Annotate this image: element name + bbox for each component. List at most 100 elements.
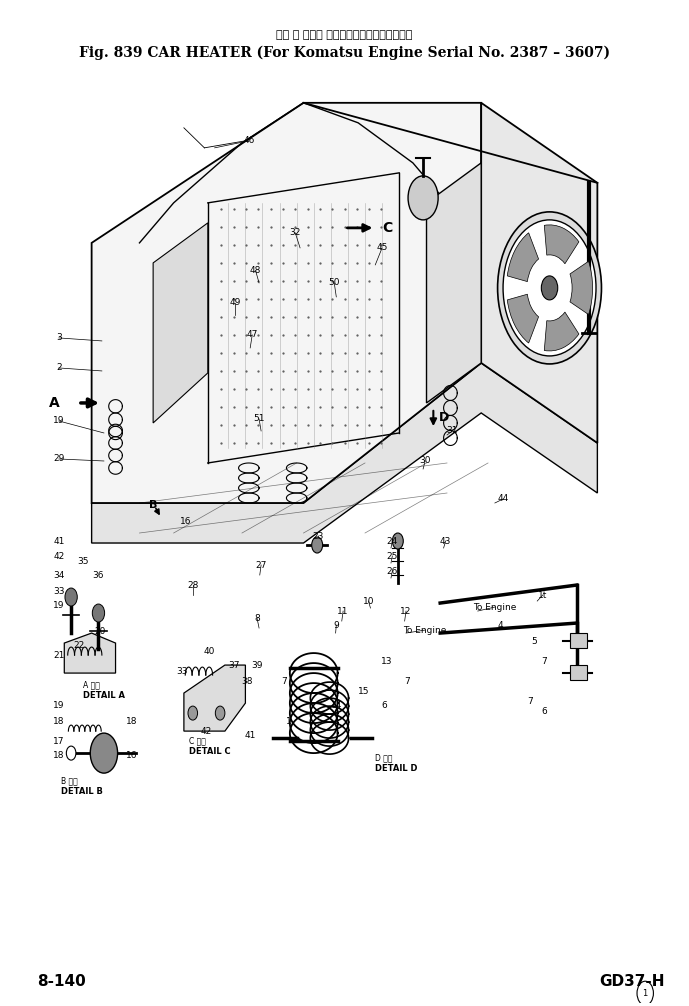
- Text: 26: 26: [387, 566, 398, 575]
- Text: 19: 19: [53, 601, 65, 610]
- Text: 7: 7: [528, 696, 533, 705]
- Polygon shape: [426, 163, 481, 403]
- Polygon shape: [92, 363, 597, 543]
- Text: D: D: [439, 411, 449, 425]
- Text: 8-140: 8-140: [37, 974, 85, 989]
- Text: 16: 16: [181, 516, 192, 525]
- Text: DETAIL A: DETAIL A: [83, 690, 125, 699]
- Text: 28: 28: [187, 580, 198, 590]
- Text: 42: 42: [200, 726, 212, 735]
- Text: 7: 7: [404, 677, 410, 685]
- Circle shape: [497, 212, 601, 364]
- Text: 33: 33: [53, 586, 65, 596]
- Text: 6: 6: [541, 706, 547, 715]
- Text: B 詳細: B 詳細: [61, 777, 78, 786]
- Wedge shape: [544, 225, 579, 264]
- Text: 22: 22: [74, 641, 85, 650]
- Text: 2: 2: [56, 363, 61, 372]
- Text: 34: 34: [53, 570, 65, 579]
- Text: 24: 24: [387, 536, 398, 545]
- Text: 13: 13: [381, 657, 393, 666]
- Text: 27: 27: [256, 560, 267, 569]
- Text: 23: 23: [313, 531, 325, 540]
- Text: 18: 18: [53, 750, 65, 760]
- Text: 21: 21: [53, 651, 65, 660]
- Circle shape: [66, 746, 76, 761]
- Circle shape: [311, 537, 322, 553]
- Wedge shape: [507, 232, 539, 282]
- Circle shape: [408, 176, 438, 220]
- Text: 46: 46: [243, 137, 254, 145]
- Text: 41: 41: [245, 730, 256, 739]
- Text: To Engine: To Engine: [404, 626, 447, 635]
- Wedge shape: [507, 294, 539, 343]
- Wedge shape: [544, 312, 579, 351]
- Text: To Engine: To Engine: [473, 603, 517, 612]
- Text: 48: 48: [250, 267, 261, 276]
- Text: 51: 51: [254, 414, 265, 424]
- Text: 15: 15: [358, 686, 369, 695]
- Polygon shape: [153, 223, 208, 423]
- Circle shape: [188, 706, 198, 720]
- Polygon shape: [570, 633, 587, 648]
- Text: 45: 45: [376, 243, 388, 253]
- Text: 49: 49: [229, 299, 241, 308]
- Polygon shape: [64, 633, 116, 673]
- Text: 14: 14: [331, 700, 342, 709]
- Text: DETAIL D: DETAIL D: [376, 764, 418, 773]
- Text: 4: 4: [497, 621, 503, 630]
- Text: 3: 3: [56, 333, 62, 342]
- Text: 6: 6: [381, 700, 387, 709]
- Text: 1: 1: [285, 716, 291, 725]
- Text: 20: 20: [94, 627, 105, 636]
- Text: DETAIL C: DETAIL C: [189, 746, 230, 756]
- Text: 7: 7: [541, 657, 547, 666]
- Circle shape: [542, 276, 557, 300]
- Text: B: B: [149, 500, 157, 510]
- Text: A: A: [49, 396, 59, 410]
- Polygon shape: [481, 103, 597, 443]
- Text: 1t: 1t: [538, 591, 547, 600]
- Circle shape: [216, 706, 225, 720]
- Text: 25: 25: [387, 551, 398, 560]
- Polygon shape: [184, 665, 245, 731]
- Text: GD37-H: GD37-H: [599, 974, 664, 989]
- Text: 42: 42: [53, 551, 65, 560]
- Text: 16: 16: [125, 750, 137, 760]
- Text: 11: 11: [338, 607, 349, 616]
- Text: 37: 37: [228, 661, 240, 670]
- Circle shape: [392, 533, 403, 549]
- Text: 10: 10: [362, 597, 374, 606]
- Text: C 詳細: C 詳細: [189, 736, 205, 745]
- Circle shape: [65, 589, 77, 606]
- Text: 12: 12: [400, 607, 412, 616]
- Circle shape: [90, 733, 118, 774]
- Text: 7: 7: [282, 677, 287, 685]
- Text: 50: 50: [329, 279, 340, 288]
- Text: 17: 17: [53, 736, 65, 745]
- Text: 31: 31: [446, 427, 458, 436]
- Text: 32: 32: [289, 228, 301, 237]
- Text: 35: 35: [78, 556, 89, 565]
- Text: 29: 29: [53, 455, 65, 464]
- Text: 43: 43: [440, 536, 451, 545]
- Text: 1: 1: [643, 989, 648, 998]
- Text: 5: 5: [532, 637, 537, 646]
- Circle shape: [503, 220, 596, 356]
- Text: 8: 8: [254, 614, 260, 623]
- Text: DETAIL B: DETAIL B: [61, 787, 103, 796]
- Text: 36: 36: [93, 570, 104, 579]
- Text: 18: 18: [125, 716, 137, 725]
- Wedge shape: [570, 262, 593, 315]
- Text: 33: 33: [176, 667, 187, 676]
- Circle shape: [92, 604, 105, 622]
- Text: 39: 39: [251, 661, 263, 670]
- Text: 9: 9: [333, 621, 339, 630]
- Polygon shape: [570, 665, 587, 680]
- Text: 18: 18: [53, 716, 65, 725]
- Text: カー ヒ ータ（ 小機エンジン用　適用号機：: カー ヒ ータ（ 小機エンジン用 適用号機：: [276, 30, 413, 40]
- Text: 40: 40: [203, 647, 215, 656]
- Text: 19: 19: [53, 416, 65, 426]
- Polygon shape: [92, 103, 481, 503]
- Text: A 詳細: A 詳細: [83, 681, 101, 689]
